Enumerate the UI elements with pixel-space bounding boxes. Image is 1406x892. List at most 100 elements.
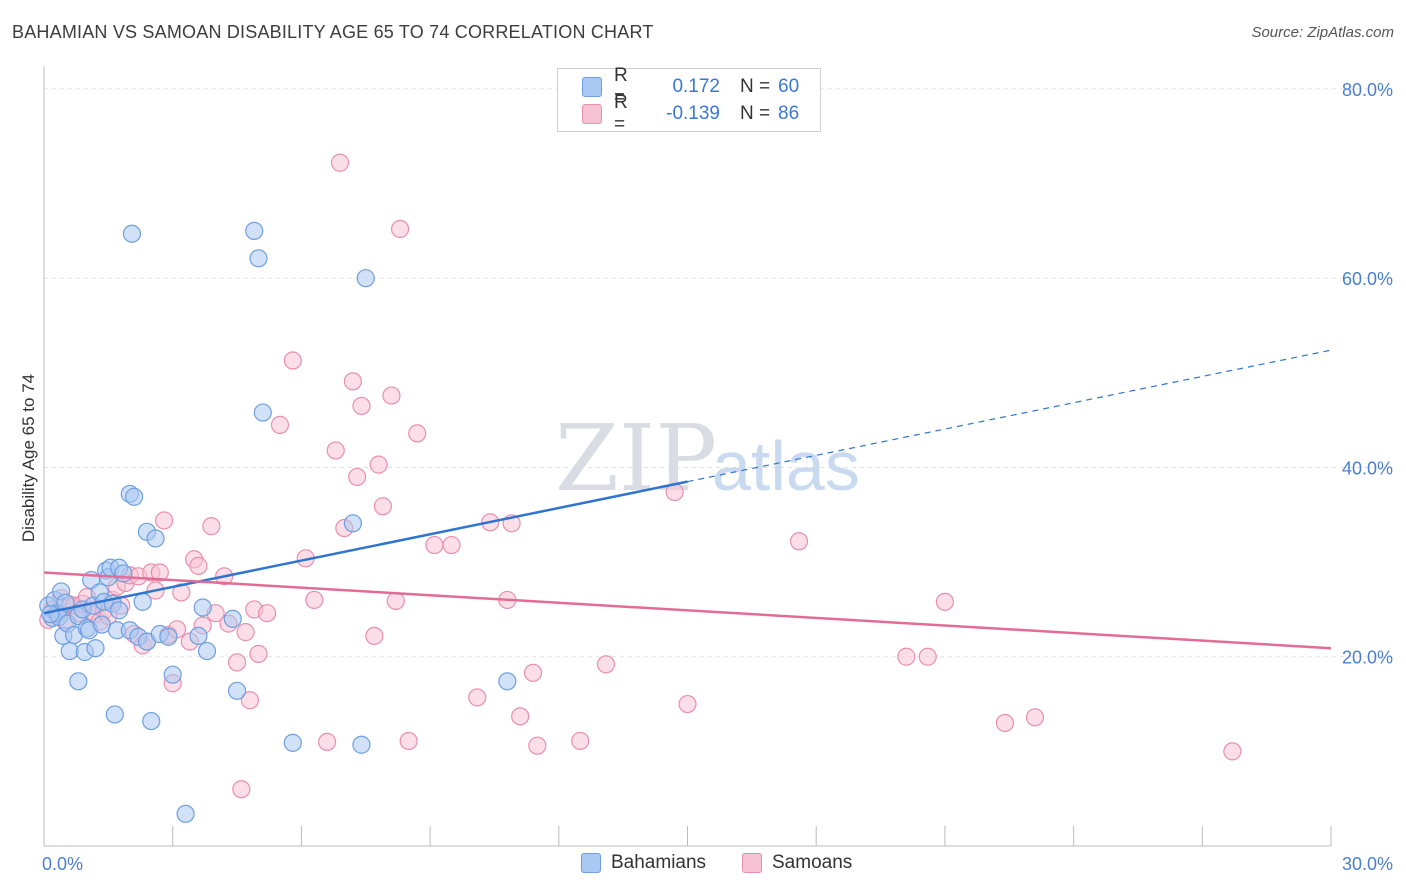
legend-n-label: N = [740,76,771,97]
samoan-point [789,532,809,551]
bahamians-trendline-extension [687,349,1332,483]
samoan-point [523,663,543,682]
bahamian-point [163,665,182,684]
bottom-legend-swatch-bahamians [581,853,601,873]
samoan-point [442,535,461,555]
samoan-point [270,415,290,434]
bahamian-point [193,598,212,617]
bahamian-point [69,672,88,691]
legend-swatch-bahamians [582,77,602,97]
samoan-point [240,691,260,710]
bahamians-trendline [43,480,688,615]
watermark-atlas: atlas [712,427,860,505]
y-axis-title: Disability Age 65 to 74 [19,374,38,542]
samoan-point [511,707,530,726]
samoan-point [365,626,384,646]
legend-n-value: 60 [778,76,800,97]
legend-n-value: 86 [778,103,800,124]
watermark-zip: ZIP [555,405,717,512]
bahamian-point [146,529,165,548]
bahamian-point [249,249,268,268]
bahamian-point [109,601,129,620]
bahamian-point [352,735,371,754]
samoan-point [995,713,1015,733]
samoan-point [918,647,937,666]
bahamian-point [176,804,195,823]
legend-r-value: 0.172 [672,76,720,97]
samoan-point [528,736,547,755]
bahamian-point [283,733,302,752]
samoan-point [369,455,388,474]
bottom-legend: Bahamians Samoans [0,852,1406,878]
x-tick-label: 0.0% [42,854,83,874]
bahamian-point [124,487,144,506]
bahamian-point [498,672,517,691]
x-tick-label: 30.0% [1342,854,1393,874]
chart-source: Source: ZipAtlas.com [1251,24,1394,41]
bahamian-point [227,681,247,700]
watermark: ZIP atlas [555,405,860,512]
grid-layer [44,88,1392,658]
bahamian-point [197,641,217,661]
bahamian-point [356,269,375,288]
y-tick-label: 20.0% [1342,648,1393,668]
bahamian-point [86,639,105,658]
samoan-point [897,647,916,666]
bahamian-point [133,592,152,611]
bottom-legend-item-samoans: Samoans [742,852,852,874]
legend-r-value: -0.139 [666,103,720,124]
samoan-point [155,511,174,530]
points-layer [39,153,1242,823]
samoan-point [425,535,444,555]
samoans-trendline [43,571,1332,650]
bahamian-point [253,403,272,422]
legend-row-bahamians: R = 0.172 N = 60 [582,65,800,108]
samoan-point [571,731,590,751]
samoan-point [399,731,418,751]
trend-layer [43,349,1332,650]
samoan-point [348,467,367,487]
legend-r-label: R = [614,65,628,108]
samoan-point [330,153,350,172]
bahamian-point [105,705,124,724]
bottom-legend-label: Bahamians [611,852,707,873]
legend-row-samoans: R = -0.139 N = 86 [582,92,800,135]
legend-swatch-samoans [582,104,602,124]
y-tick-label: 40.0% [1342,458,1393,478]
samoan-point [326,441,345,460]
bahamian-point [60,641,79,661]
samoan-point [408,424,427,443]
bahamian-point [142,711,161,731]
samoan-point [202,517,221,536]
samoan-point [227,653,247,672]
legend-r-label: R = [614,92,628,135]
samoan-point [1223,742,1242,761]
y-tick-label: 80.0% [1342,80,1393,100]
chart-title: BAHAMIAN VS SAMOAN DISABILITY AGE 65 TO … [12,22,654,42]
samoan-point [596,655,616,674]
bottom-legend-swatch-samoans [742,853,762,873]
bahamian-point [245,221,264,240]
samoan-point [1025,708,1045,727]
samoan-point [678,694,697,714]
samoan-point [257,604,277,623]
y-tick-label: 60.0% [1342,269,1393,289]
samoan-point [189,556,208,575]
samoan-point [150,563,169,582]
samoan-point [468,688,487,707]
samoan-point [305,590,324,610]
bottom-legend-label: Samoans [772,852,853,873]
samoan-point [382,386,401,405]
samoan-point [373,497,393,516]
samoan-point [232,780,251,799]
bahamian-point [223,609,242,628]
bahamian-point [114,564,133,583]
samoan-point [249,644,268,663]
legend-box: R = 0.172 N = 60 R = -0.139 N = 86 [557,65,821,135]
bottom-legend-item-bahamians: Bahamians [581,852,706,874]
samoan-point [343,372,362,391]
samoan-point [390,219,410,239]
samoan-point [386,591,405,610]
axis-layer: 20.0% 40.0% 60.0% 80.0% 0.0% 30.0% [42,66,1393,874]
